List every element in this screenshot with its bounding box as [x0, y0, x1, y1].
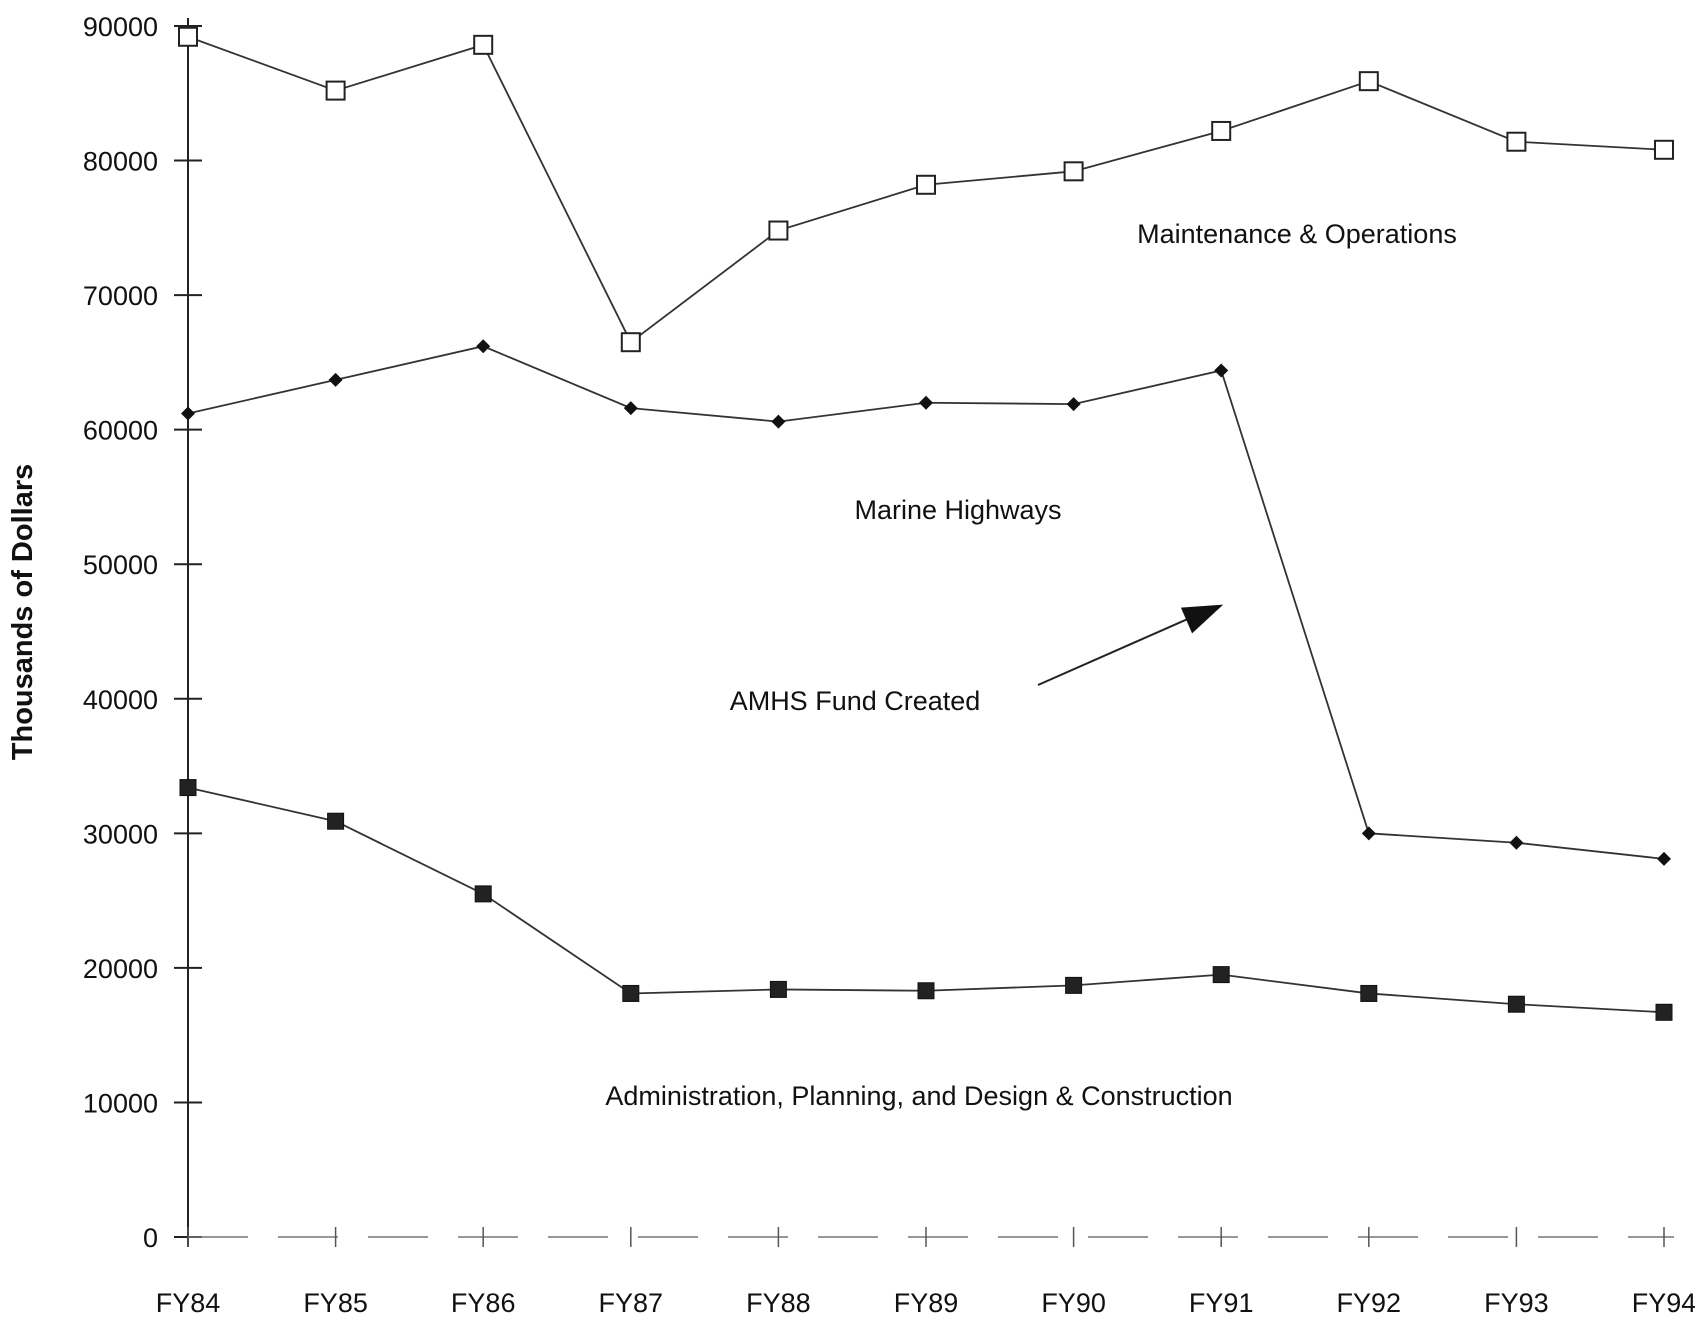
annotation-layer: AMHS Fund Created: [730, 604, 1224, 716]
data-point: [1507, 995, 1525, 1013]
x-tick-label: FY91: [1189, 1288, 1254, 1318]
x-tick-label: FY85: [303, 1288, 368, 1318]
data-point: [1211, 120, 1232, 141]
series-label: Administration, Planning, and Design & C…: [605, 1081, 1232, 1111]
data-point: [1063, 161, 1084, 182]
series-label: Maintenance & Operations: [1137, 219, 1457, 249]
y-tick-label: 40000: [83, 685, 158, 715]
y-tick-label: 50000: [83, 550, 158, 580]
data-point: [1360, 984, 1378, 1002]
series-1: Marine Highways: [181, 339, 1671, 866]
data-point: [1212, 966, 1230, 984]
data-point: [474, 885, 492, 903]
x-tick-label: FY88: [746, 1288, 811, 1318]
y-tick-label: 80000: [83, 147, 158, 177]
data-point: [328, 372, 343, 387]
data-point: [327, 812, 345, 830]
y-tick-label: 30000: [83, 819, 158, 849]
data-point: [1066, 397, 1081, 412]
y-axis: 0 10000 20000 30000 40000 50000 60000 70000 8000…: [83, 12, 202, 1253]
series-line: [187, 345, 1665, 860]
annotation-arrowhead: [1180, 604, 1224, 634]
data-point: [917, 982, 935, 1000]
data-point: [1358, 71, 1379, 92]
series-0: Maintenance & Operations: [178, 26, 1674, 353]
data-point: [769, 980, 787, 998]
data-point: [771, 414, 786, 429]
series-2: Administration, Planning, and Design & C…: [179, 779, 1673, 1111]
x-tick-label: FY93: [1484, 1288, 1549, 1318]
x-tick-label: FY84: [156, 1288, 221, 1318]
annotation-text: AMHS Fund Created: [730, 686, 981, 716]
series-layer: Maintenance & Operations Marine Highways A…: [178, 26, 1674, 1111]
x-tick-label: FY90: [1041, 1288, 1106, 1318]
data-point: [179, 779, 197, 797]
data-point: [178, 26, 198, 47]
data-point: [181, 406, 195, 421]
data-point: [919, 395, 933, 410]
series-line: [187, 786, 1665, 1014]
x-tick-label: FY92: [1337, 1288, 1402, 1318]
y-tick-label: 0: [143, 1223, 158, 1253]
x-axis: FY84 FY85 FY86 FY87 FY88 FY89 FY90 FY91 FY92 FY93…: [156, 1227, 1695, 1318]
x-tick-label: FY87: [599, 1288, 664, 1318]
data-point: [1654, 139, 1674, 160]
annotation-arrow-line: [1037, 615, 1194, 686]
data-point: [325, 80, 346, 101]
data-point: [1655, 1003, 1673, 1021]
data-point: [916, 174, 936, 195]
x-tick-label: FY86: [451, 1288, 516, 1318]
data-point: [768, 220, 789, 241]
y-tick-label: 70000: [83, 281, 158, 311]
data-point: [1361, 826, 1376, 841]
data-point: [623, 401, 638, 416]
y-tick-label: 10000: [83, 1088, 158, 1118]
data-point: [1506, 131, 1527, 152]
x-tick-label: FY94: [1632, 1288, 1695, 1318]
data-point: [1214, 363, 1229, 378]
data-point: [622, 984, 640, 1002]
y-tick-label: 90000: [83, 12, 158, 42]
y-axis-title: Thousands of Dollars: [7, 464, 39, 760]
data-point: [1509, 835, 1524, 850]
data-point: [620, 332, 641, 353]
data-point: [476, 339, 491, 354]
y-tick-label: 20000: [83, 954, 158, 984]
data-point: [473, 34, 494, 55]
data-point: [1657, 851, 1671, 866]
y-tick-label: 60000: [83, 416, 158, 446]
series-label: Marine Highways: [854, 495, 1061, 525]
x-tick-label: FY89: [894, 1288, 959, 1318]
data-point: [1065, 976, 1083, 994]
